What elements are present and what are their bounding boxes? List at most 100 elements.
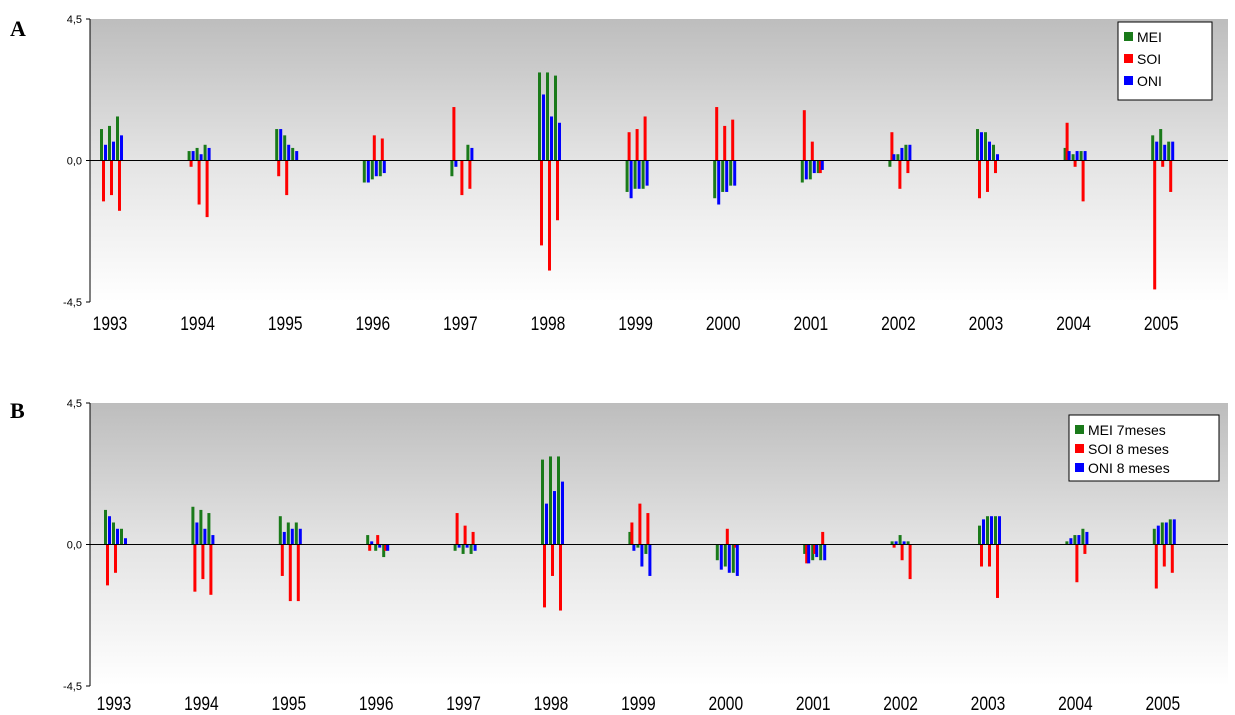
bar-mei <box>888 160 892 167</box>
bar-oni <box>104 144 107 161</box>
bar-mei <box>636 544 640 548</box>
bar-soi <box>1083 544 1087 554</box>
bar-mei <box>731 544 735 573</box>
bar-soi <box>189 160 193 167</box>
bar-mei <box>1081 528 1085 545</box>
bar-oni <box>823 544 827 561</box>
bar-oni <box>815 544 819 558</box>
bar-mei <box>538 72 541 161</box>
bar-soi <box>643 116 647 161</box>
bar-oni <box>648 544 652 576</box>
bar-mei <box>729 160 733 186</box>
bar-mei <box>715 544 719 561</box>
bar-soi <box>900 544 904 561</box>
bar-soi <box>460 160 464 196</box>
bar-soi <box>102 160 105 202</box>
bar-mei <box>898 535 902 545</box>
bar-soi <box>471 531 475 545</box>
bar-soi <box>988 544 991 567</box>
bar-soi <box>978 160 981 199</box>
bar-soi <box>646 513 650 545</box>
bar-soi <box>715 107 719 161</box>
bar-mei <box>286 522 290 545</box>
bar-oni <box>542 94 545 161</box>
bar-soi <box>1154 544 1158 589</box>
y-tick-label: 4,5 <box>67 398 82 410</box>
bar-oni <box>561 481 564 545</box>
bar-oni <box>545 503 548 545</box>
bar-oni <box>382 160 386 174</box>
bar-mei <box>203 144 207 161</box>
x-tick-label: 2005 <box>1145 693 1180 715</box>
bar-oni <box>717 160 721 205</box>
y-tick-label: 0,0 <box>67 540 82 552</box>
bar-mei <box>382 544 386 558</box>
legend-swatch <box>1075 444 1084 453</box>
bar-mei <box>984 132 987 161</box>
bar-oni <box>282 531 286 545</box>
bar-oni <box>279 129 283 161</box>
bar-soi <box>906 160 910 174</box>
panel-letter: A <box>10 16 26 41</box>
bar-oni <box>290 528 294 545</box>
bar-oni <box>980 132 983 161</box>
bar-oni <box>892 154 896 161</box>
bar-mei <box>546 72 549 161</box>
legend-entry: SOI <box>1137 51 1161 67</box>
bar-oni <box>725 160 729 192</box>
bar-mei <box>803 544 807 554</box>
bar-oni <box>1085 531 1089 545</box>
bar-oni <box>982 519 985 545</box>
legend-box <box>1068 414 1220 482</box>
bar-mei <box>195 147 199 161</box>
bar-soi <box>455 513 459 545</box>
bar-oni <box>374 160 378 177</box>
bar-soi <box>733 544 737 548</box>
y-tick-label: 4,5 <box>67 14 82 26</box>
bar-soi <box>1081 160 1085 202</box>
bar-mei <box>1159 129 1163 161</box>
x-tick-label: 2000 <box>706 313 741 335</box>
bar-mei <box>628 531 632 545</box>
x-tick-label: 1993 <box>97 693 132 715</box>
bar-mei <box>191 506 195 545</box>
bar-oni <box>998 516 1001 545</box>
bar-soi <box>635 129 639 161</box>
bar-soi <box>205 160 209 218</box>
bar-mei <box>819 544 823 561</box>
x-tick-label: 1994 <box>184 693 219 715</box>
bar-oni <box>207 147 211 161</box>
bar-mei <box>104 509 107 545</box>
bar-oni <box>558 122 561 161</box>
bar-oni <box>295 151 299 161</box>
bar-oni <box>203 528 207 545</box>
bar-oni <box>908 144 912 161</box>
y-tick-label: 0,0 <box>67 156 82 168</box>
bar-mei <box>1063 147 1067 161</box>
legend-box <box>1117 21 1213 101</box>
x-tick-label: 2005 <box>1144 313 1179 335</box>
bar-oni <box>988 141 991 161</box>
bar-mei <box>986 516 989 545</box>
bar-mei <box>554 75 557 161</box>
bar-oni <box>733 160 737 186</box>
bar-oni <box>199 154 203 161</box>
x-tick-label: 2001 <box>793 313 828 335</box>
x-tick-label: 2001 <box>796 693 831 715</box>
bar-mei <box>906 541 910 545</box>
bar-oni <box>640 544 644 567</box>
bar-oni <box>1083 151 1087 161</box>
bar-soi <box>892 544 896 548</box>
bar-oni <box>902 541 906 545</box>
x-tick-label: 1998 <box>534 693 569 715</box>
bar-soi <box>543 544 546 608</box>
bar-soi <box>810 141 814 161</box>
bar-soi <box>118 160 121 211</box>
bar-mei <box>291 147 295 161</box>
x-tick-label: 2003 <box>971 693 1006 715</box>
bar-mei <box>283 135 287 161</box>
bar-oni <box>370 541 374 545</box>
bar-soi <box>193 544 197 592</box>
bar-mei <box>466 144 470 161</box>
bar-soi <box>994 160 997 174</box>
